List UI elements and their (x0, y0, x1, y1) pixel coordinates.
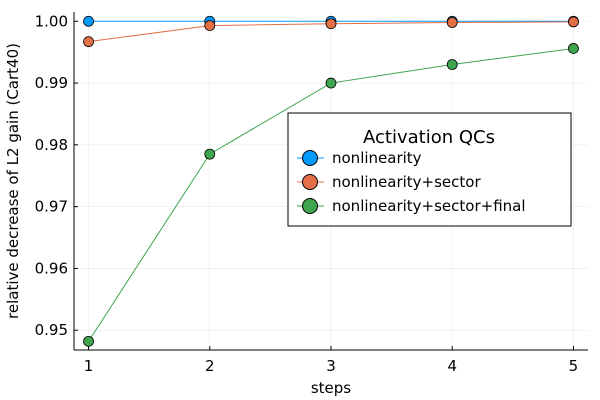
data-point (446, 17, 458, 28)
series-layer (83, 15, 579, 347)
legend-label: nonlinearity+sector+final (332, 197, 526, 215)
data-point (325, 77, 337, 89)
y-tick-label: 0.98 (35, 136, 68, 154)
legend-item: nonlinearity+sector+final (297, 197, 526, 215)
x-axis-title: steps (311, 379, 351, 397)
y-tick-label: 0.96 (35, 259, 68, 277)
x-tick-label: 2 (205, 357, 215, 375)
data-point (83, 15, 94, 27)
axes (73, 12, 588, 351)
data-point (204, 20, 216, 31)
series-1 (83, 16, 579, 48)
y-tick-label: 0.95 (35, 321, 68, 339)
y-tick-label: 0.97 (35, 198, 68, 216)
x-tick-label: 5 (569, 357, 579, 375)
legend-swatch-marker (302, 174, 318, 190)
data-point (83, 335, 94, 347)
data-point (568, 16, 579, 28)
legend-label: nonlinearity+sector (332, 173, 481, 191)
y-tick-label: 0.99 (35, 74, 68, 92)
legend: Activation QCs nonlinearity nonlinearity+… (287, 112, 572, 227)
x-tick-label: 4 (447, 357, 457, 375)
y-axis-title: relative decrease of L2 gain (Cart40) (4, 43, 22, 319)
legend-items: nonlinearity nonlinearity+sector nonlinear… (297, 149, 526, 215)
legend-item: nonlinearity (297, 149, 422, 167)
data-point (204, 148, 216, 160)
data-point (83, 36, 94, 48)
legend-item: nonlinearity+sector (297, 173, 481, 191)
legend-swatch-marker (302, 198, 318, 214)
tick-labels: 1 2 3 4 5 0.95 0.96 0.97 0.98 0.99 1.00 (35, 12, 579, 375)
legend-swatch-marker (302, 150, 318, 166)
x-tick-label: 3 (326, 357, 336, 375)
legend-label: nonlinearity (332, 149, 422, 167)
data-point (446, 59, 458, 70)
y-tick-label: 1.00 (35, 12, 68, 30)
legend-title: Activation QCs (363, 127, 495, 148)
data-point (568, 43, 579, 54)
data-point (325, 18, 337, 30)
legend-box (287, 112, 572, 227)
x-tick-label: 1 (84, 357, 94, 375)
